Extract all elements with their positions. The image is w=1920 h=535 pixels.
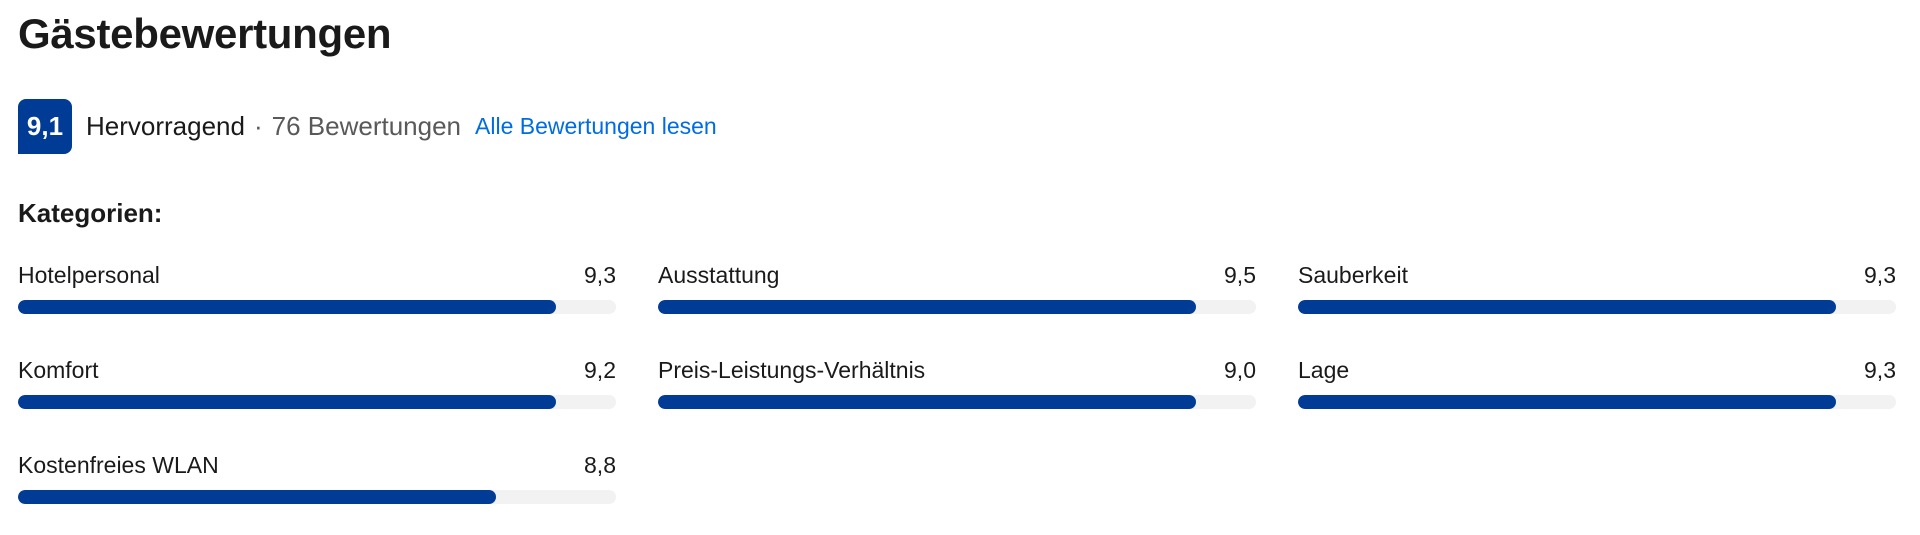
- read-all-reviews-link[interactable]: Alle Bewertungen lesen: [475, 112, 717, 139]
- category-komfort: Komfort 9,2: [18, 357, 616, 437]
- category-score: 9,3: [584, 262, 616, 288]
- categories-heading: Kategorien:: [18, 198, 163, 228]
- category-label: Komfort: [18, 357, 99, 383]
- category-label: Hotelpersonal: [18, 262, 160, 288]
- category-label: Kostenfreies WLAN: [18, 452, 219, 478]
- category-bar-fill: [18, 395, 557, 409]
- category-bar-track: [18, 490, 616, 504]
- section-title: Gästebewertungen: [18, 10, 392, 57]
- category-bar-track: [1298, 395, 1896, 409]
- category-score: 9,2: [584, 357, 616, 383]
- category-label: Sauberkeit: [1298, 262, 1408, 288]
- category-hotelpersonal: Hotelpersonal 9,3: [18, 262, 616, 342]
- category-lage: Lage 9,3: [1298, 357, 1896, 437]
- category-bar-fill: [658, 395, 1197, 409]
- category-ausstattung: Ausstattung 9,5: [658, 262, 1256, 342]
- separator-dot: ·: [253, 110, 263, 141]
- category-bar-fill: [658, 300, 1197, 314]
- category-bar-track: [658, 395, 1256, 409]
- review-summary: 9,1 Hervorragend · 76 Bewertungen Alle B…: [18, 98, 717, 154]
- overall-score-badge: 9,1: [18, 98, 72, 154]
- category-bar-track: [658, 300, 1256, 314]
- category-bar-track: [1298, 300, 1896, 314]
- rating-word: Hervorragend: [86, 110, 245, 141]
- category-bar-fill: [18, 300, 557, 314]
- category-bar-track: [18, 300, 616, 314]
- category-score: 9,5: [1224, 262, 1256, 288]
- category-label: Preis-Leistungs-Verhältnis: [658, 357, 926, 383]
- category-bar-fill: [1298, 300, 1837, 314]
- review-count: 76 Bewertungen: [271, 110, 462, 141]
- category-label: Lage: [1298, 357, 1350, 383]
- category-score: 9,3: [1864, 262, 1896, 288]
- category-score: 9,0: [1224, 357, 1256, 383]
- category-preis-leistung: Preis-Leistungs-Verhältnis 9,0: [658, 357, 1256, 437]
- category-score: 8,8: [584, 452, 616, 478]
- category-bar-fill: [1298, 395, 1837, 409]
- category-score: 9,3: [1864, 357, 1896, 383]
- category-sauberkeit: Sauberkeit 9,3: [1298, 262, 1896, 342]
- category-bar-track: [18, 395, 616, 409]
- category-label: Ausstattung: [658, 262, 780, 288]
- category-wlan: Kostenfreies WLAN 8,8: [18, 452, 616, 532]
- category-bar-fill: [18, 490, 497, 504]
